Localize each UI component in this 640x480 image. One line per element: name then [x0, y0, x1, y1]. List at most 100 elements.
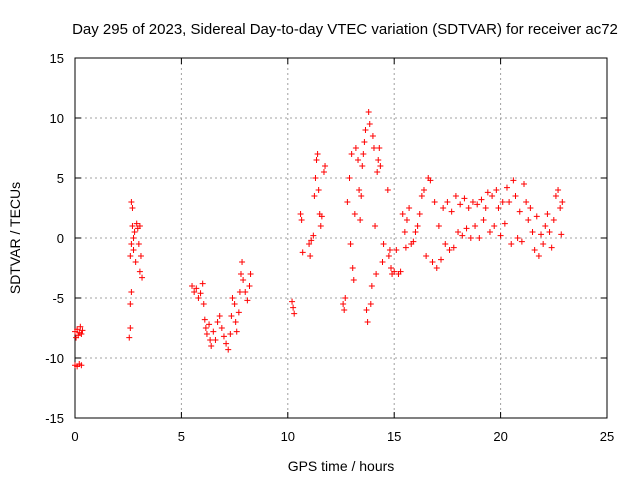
data-point: [438, 256, 445, 263]
data-point: [431, 199, 438, 205]
data-point: [410, 238, 417, 245]
data-point: [433, 265, 440, 271]
y-tick-label: 5: [57, 171, 64, 186]
data-point: [435, 223, 442, 229]
data-point: [418, 193, 425, 199]
data-series-ac72: [72, 109, 566, 370]
data-point: [489, 193, 496, 199]
data-point: [232, 319, 239, 325]
chart-title: Day 295 of 2023, Sidereal Day-to-day VTE…: [72, 21, 618, 38]
data-point: [529, 229, 536, 235]
data-point: [313, 157, 320, 163]
data-point: [78, 362, 85, 369]
data-point: [448, 208, 455, 215]
data-point: [514, 235, 521, 241]
data-point: [391, 268, 398, 275]
data-point: [388, 265, 395, 271]
data-point: [375, 157, 382, 163]
data-point: [127, 325, 134, 331]
data-point: [77, 323, 84, 330]
data-point: [360, 151, 367, 157]
data-point: [244, 297, 251, 304]
data-point: [307, 253, 314, 259]
data-point: [555, 187, 562, 193]
data-point: [531, 247, 538, 253]
data-point: [350, 277, 357, 283]
data-point: [429, 259, 436, 265]
data-point: [538, 231, 545, 238]
data-point: [189, 283, 196, 289]
data-point: [516, 208, 523, 215]
data-point: [352, 145, 359, 151]
data-point: [197, 290, 204, 297]
data-point: [385, 253, 392, 259]
data-point: [242, 289, 249, 295]
data-point: [130, 247, 137, 253]
data-point: [416, 211, 423, 217]
data-point: [129, 205, 136, 211]
data-point: [374, 169, 381, 175]
data-point: [342, 295, 349, 301]
data-point: [191, 289, 198, 295]
data-point: [203, 331, 210, 337]
data-point: [312, 175, 319, 181]
data-point: [457, 201, 464, 208]
data-point: [512, 193, 519, 199]
data-point: [356, 187, 363, 193]
data-point: [525, 217, 532, 223]
data-point: [365, 109, 372, 115]
data-point: [214, 319, 221, 325]
data-point: [501, 220, 508, 227]
data-point: [459, 232, 466, 239]
data-point: [349, 265, 356, 271]
data-point: [195, 295, 202, 301]
data-point: [503, 184, 510, 191]
data-point: [393, 247, 400, 253]
data-point: [227, 331, 234, 337]
data-point: [465, 205, 472, 211]
data-point: [446, 247, 453, 253]
data-point: [139, 274, 146, 281]
data-point: [358, 193, 365, 199]
data-point: [126, 334, 133, 341]
data-point: [546, 229, 553, 235]
data-point: [347, 241, 354, 247]
data-point: [558, 231, 565, 238]
data-point: [218, 325, 225, 331]
data-point: [386, 247, 393, 253]
data-point: [472, 223, 479, 229]
data-point: [540, 241, 547, 247]
data-point: [550, 217, 557, 223]
data-point: [199, 280, 206, 287]
data-point: [542, 223, 549, 229]
data-point: [476, 235, 483, 241]
data-point: [484, 189, 491, 196]
data-point: [357, 217, 364, 223]
data-point: [401, 229, 408, 235]
data-point: [79, 327, 86, 334]
data-point: [289, 298, 296, 305]
data-point: [497, 232, 504, 239]
data-point: [128, 289, 135, 295]
data-point: [402, 244, 409, 251]
data-point: [557, 205, 564, 211]
data-point: [367, 301, 374, 307]
data-point: [314, 151, 321, 157]
data-point: [420, 187, 427, 193]
data-point: [129, 223, 136, 229]
data-point: [369, 133, 376, 139]
data-point: [236, 289, 243, 295]
data-point: [229, 295, 236, 301]
data-point: [210, 328, 217, 335]
data-point: [233, 328, 240, 335]
data-point: [74, 326, 81, 333]
data-point: [397, 268, 404, 275]
x-tick-label: 10: [281, 429, 295, 444]
data-point: [399, 211, 406, 217]
data-point: [414, 223, 421, 229]
data-point: [133, 220, 140, 227]
data-point: [506, 199, 513, 205]
data-point: [351, 211, 358, 217]
data-point: [235, 309, 242, 316]
